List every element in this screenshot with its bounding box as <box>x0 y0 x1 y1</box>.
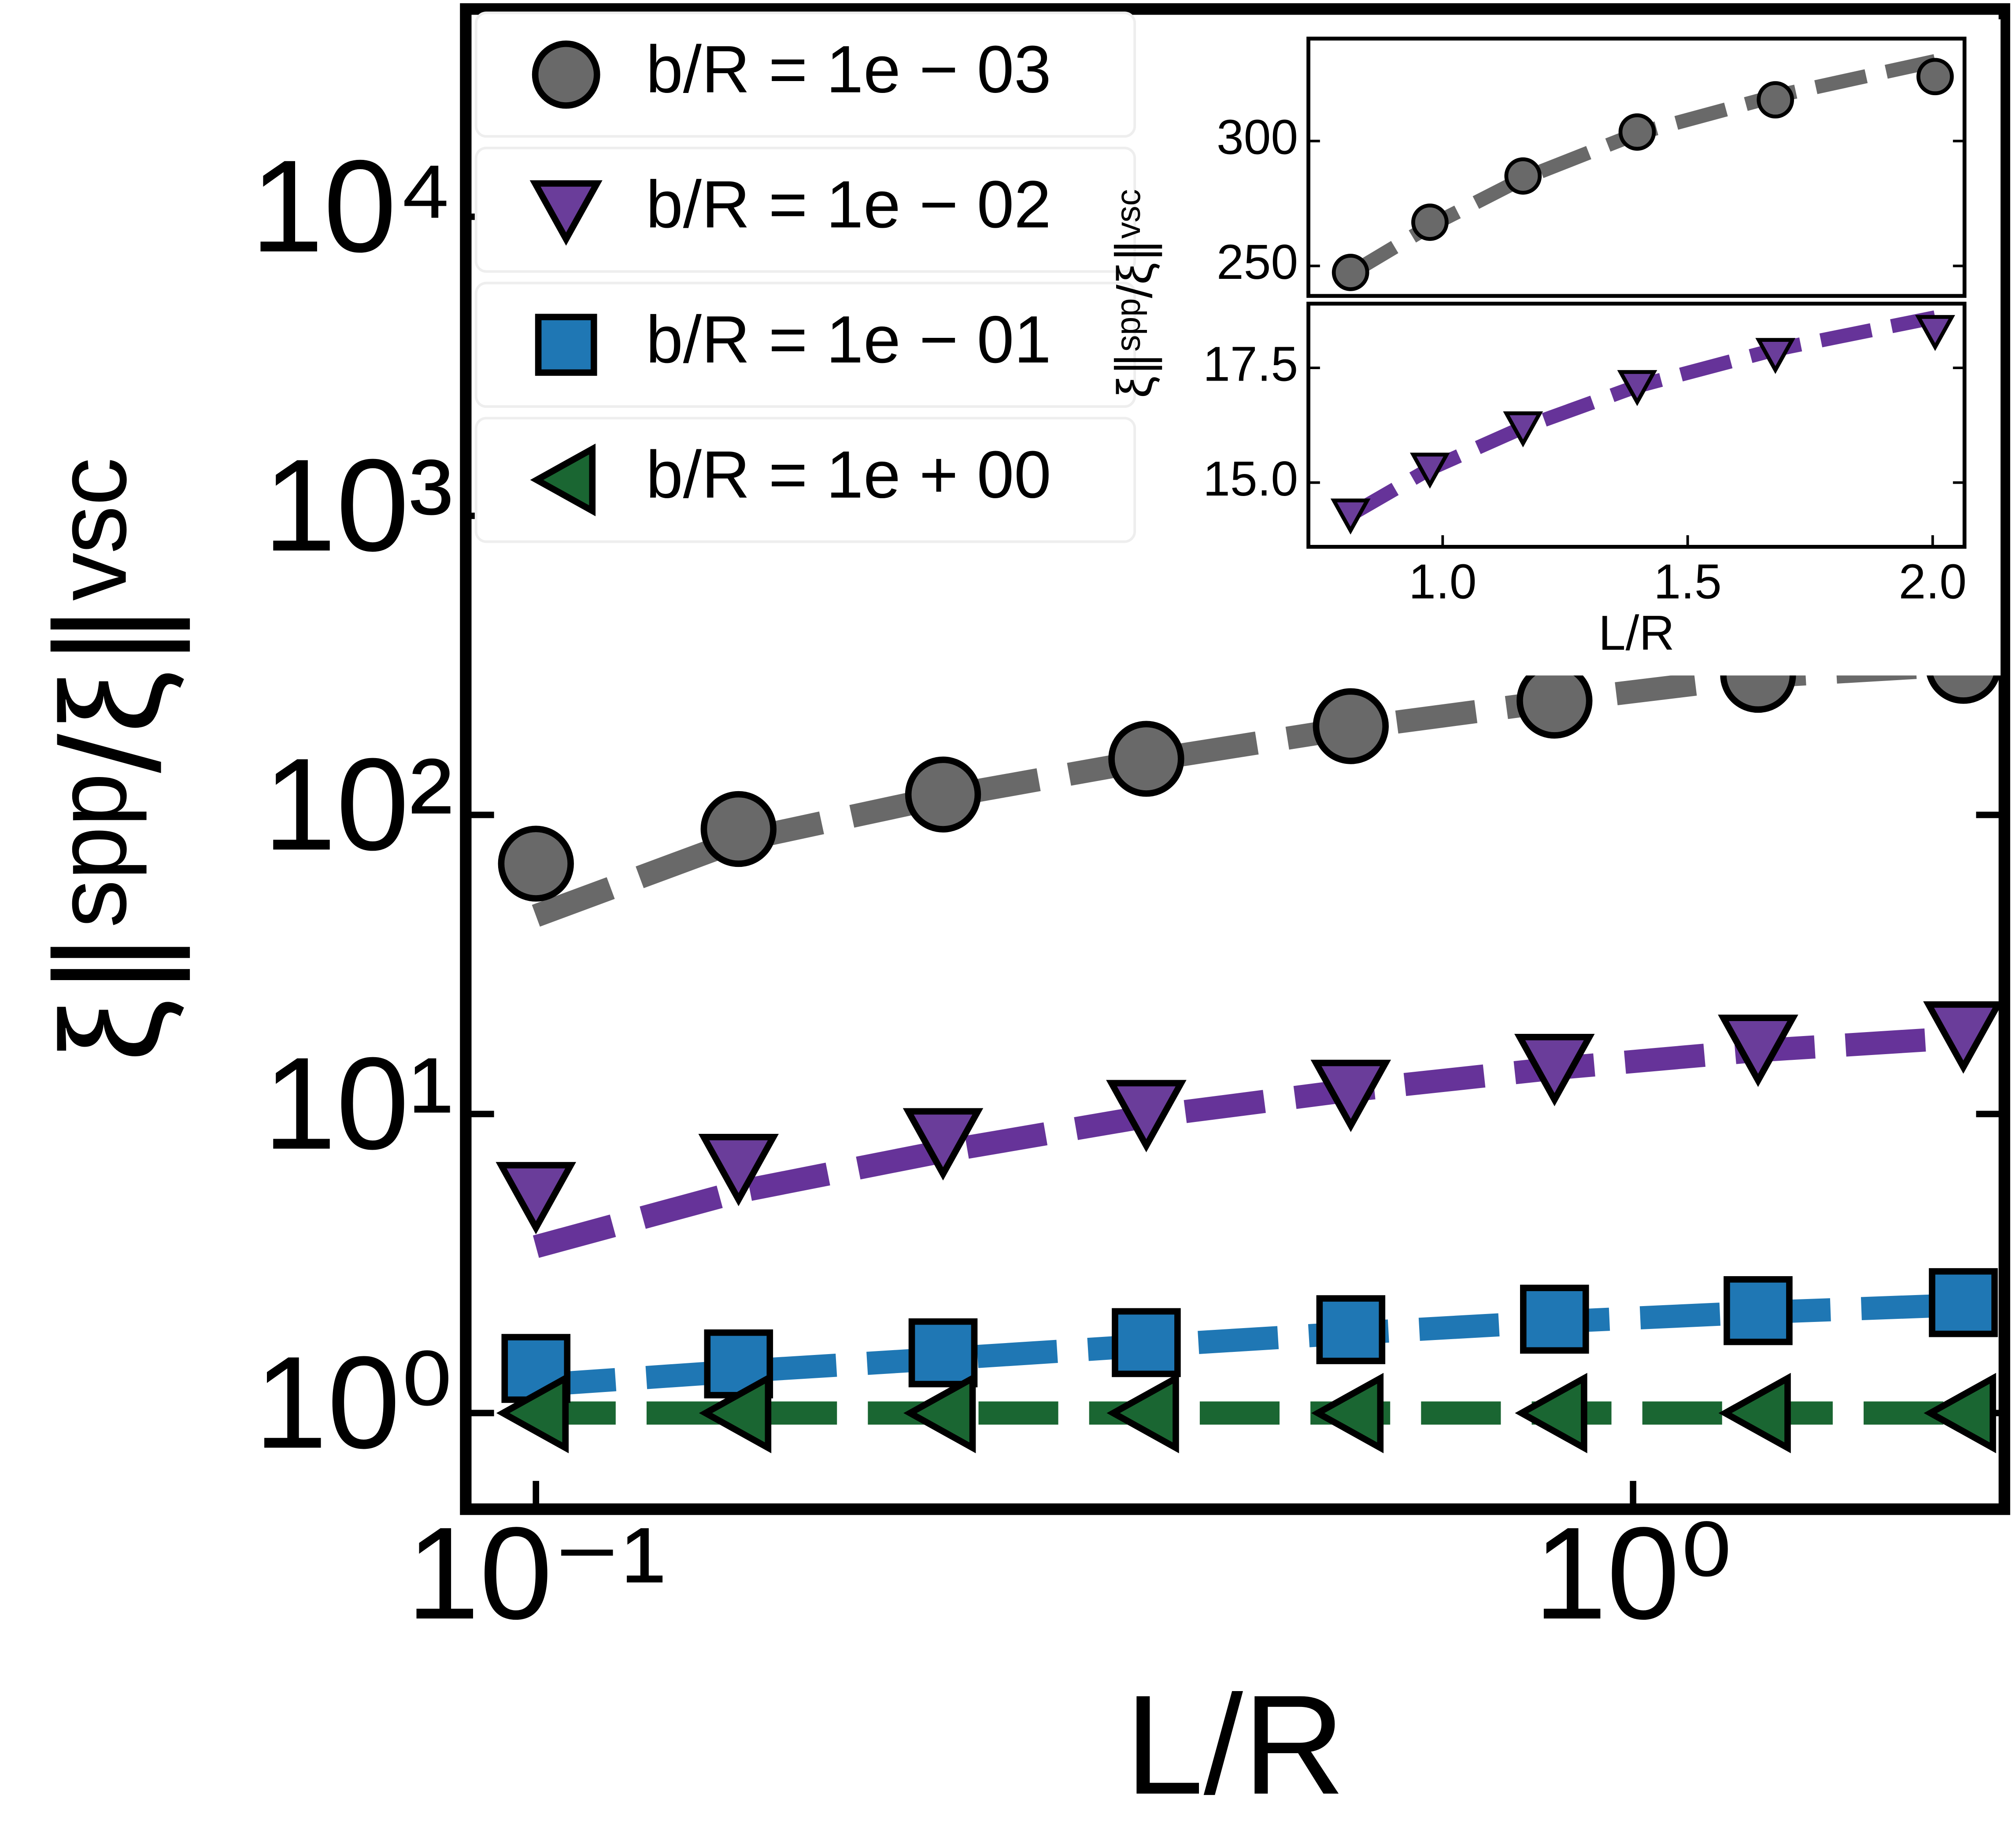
x-tick-label: 10⁻¹ <box>407 1500 666 1647</box>
legend-marker <box>529 180 603 246</box>
y-tick-label: 17.5 <box>1203 337 1298 391</box>
marker <box>1503 411 1543 448</box>
marker <box>1514 1034 1595 1107</box>
marker <box>1929 1268 1998 1337</box>
marker <box>903 1373 976 1454</box>
marker <box>1108 721 1184 797</box>
marker <box>698 1133 779 1207</box>
marker <box>1916 58 1954 96</box>
plot: 15.0 17.5 1.0 1.5 2.0 <box>1203 301 1967 609</box>
marker <box>903 1108 984 1181</box>
plot: 250 300 <box>1217 37 1967 298</box>
x-tick-label: 1.0 <box>1409 554 1476 609</box>
marker <box>699 1373 772 1454</box>
x-tick-label: 10⁰ <box>1534 1500 1732 1647</box>
marker <box>908 1318 978 1388</box>
marker <box>1755 338 1796 374</box>
marker <box>1311 1373 1384 1454</box>
legend-box <box>474 146 1136 273</box>
legend-box <box>474 11 1136 138</box>
marker <box>496 1373 569 1454</box>
legend-marker <box>530 443 596 516</box>
marker <box>1517 663 1593 739</box>
y-tick-label: 10⁴ <box>251 133 453 280</box>
marker <box>1310 1059 1391 1133</box>
marker <box>1617 370 1657 406</box>
legend-label: b/R = 1e + 00 <box>646 438 1051 512</box>
inset-x-axis-label: L/R <box>1598 606 1675 660</box>
marker <box>1618 113 1656 151</box>
y-tick-label: 300 <box>1217 110 1298 164</box>
marker <box>1411 204 1449 241</box>
fit-line <box>533 1026 1964 1258</box>
legend-marker <box>532 41 600 109</box>
marker <box>1915 315 1955 351</box>
legend-box <box>474 281 1136 408</box>
frame <box>1306 301 1967 549</box>
y-axis-label: ξ∥ˢᵖᵖ/ξ∥ᵛˢᶜ <box>32 456 190 1062</box>
marker <box>1504 157 1542 195</box>
marker <box>1923 1001 2004 1074</box>
inset-y-axis-label: ξ∥ˢᵖᵖ/ξ∥ᵛˢᶜ <box>1107 189 1162 398</box>
marker <box>1757 81 1794 118</box>
frame <box>460 3 2010 1515</box>
marker <box>1409 452 1450 489</box>
legend-label: b/R = 1e − 02 <box>646 167 1051 242</box>
marker <box>1724 1276 1793 1345</box>
legend-label: b/R = 1e − 01 <box>646 303 1051 377</box>
marker <box>1316 1295 1386 1364</box>
marker <box>1106 1080 1187 1152</box>
marker <box>496 1162 577 1235</box>
y-tick-label: 10³ <box>263 432 453 579</box>
plot-area <box>1308 304 1965 547</box>
marker <box>1106 1373 1179 1454</box>
x-axis-label: L/R <box>1125 1666 1345 1824</box>
x-tick-label: 2.0 <box>1899 554 1967 609</box>
marker <box>1924 1373 1996 1454</box>
marker <box>1332 254 1369 291</box>
frame <box>1306 37 1967 298</box>
marker <box>1112 1308 1181 1377</box>
y-tick-label: 10² <box>263 731 453 878</box>
legend-label: b/R = 1e − 03 <box>646 33 1051 107</box>
legend-box <box>474 417 1136 543</box>
x-tick-label: 1.5 <box>1653 554 1721 609</box>
marker <box>1718 1014 1798 1087</box>
y-tick-label: 250 <box>1217 235 1298 289</box>
marker <box>1718 1373 1791 1454</box>
y-tick-label: 10⁰ <box>254 1329 453 1476</box>
marker <box>905 756 981 833</box>
marker <box>1330 498 1371 535</box>
fit-line <box>1347 310 1937 521</box>
marker <box>1520 1284 1589 1354</box>
marker <box>1515 1373 1587 1454</box>
marker <box>700 791 777 867</box>
series-layer <box>1347 310 1937 521</box>
y-tick-label: 10¹ <box>263 1030 453 1177</box>
marker <box>498 825 574 902</box>
marker <box>1313 688 1389 764</box>
legend-marker <box>535 314 597 376</box>
y-tick-label: 15.0 <box>1203 452 1298 506</box>
